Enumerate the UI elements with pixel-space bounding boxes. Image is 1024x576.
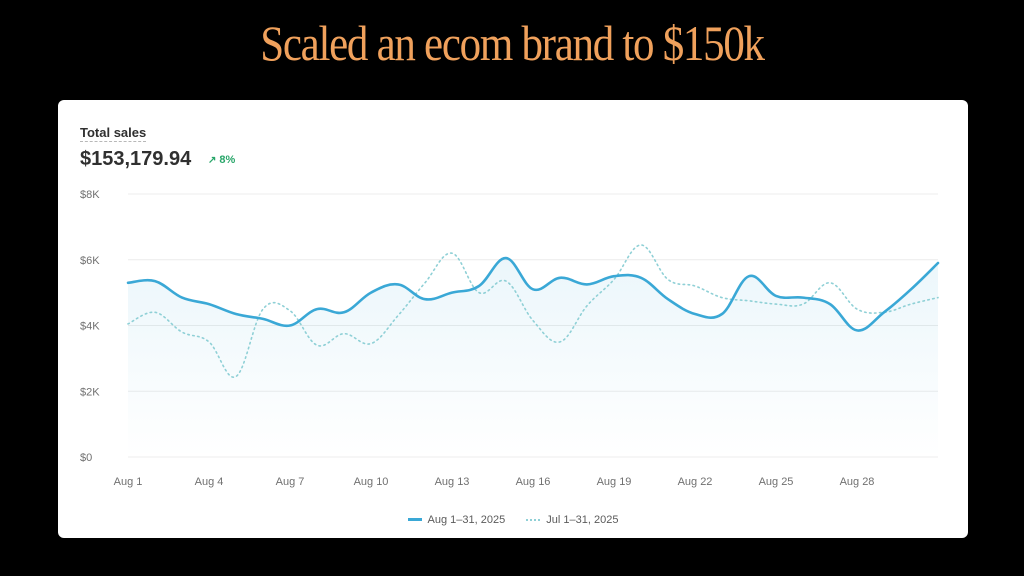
headline: Scaled an ecom brand to $150k [260,15,765,71]
metric-title[interactable]: Total sales [80,125,147,142]
arrow-up-right-icon: ↗ [208,155,217,166]
legend-item-previous[interactable]: Jul 1–31, 2025 [526,514,618,526]
series-area-current [128,258,938,457]
y-tick-label: $4K [80,321,100,333]
x-tick-label: Aug 4 [195,476,224,488]
x-tick-label: Aug 10 [354,476,389,488]
series-lines [126,244,940,457]
x-tick-label: Aug 19 [597,476,632,488]
legend-item-current[interactable]: Aug 1–31, 2025 [407,513,506,526]
x-tick-label: Aug 1 [114,476,143,488]
series-line-current[interactable] [126,256,940,332]
x-tick-label: Aug 28 [840,476,875,488]
y-tick-label: $8K [80,189,100,201]
chart-legend: Aug 1–31, 2025 Jul 1–31, 2025 [58,512,968,526]
x-tick-label: Aug 25 [759,476,794,488]
y-tick-label: $6K [80,255,100,267]
sales-card: Total sales $153,179.94 ↗ 8% $0 $2K $4K $6K $… [58,100,968,538]
y-tick-label: $0 [80,452,92,464]
x-axis-ticks: Aug 1 Aug 4 Aug 7 Aug 10 Aug 13 Aug 16 Aug 19 A… [114,476,875,488]
y-axis-ticks: $0 $2K $4K $6K $8K [80,189,100,464]
x-tick-label: Aug 13 [435,476,470,488]
legend-swatch-dotted [526,519,541,521]
delta-value: 8% [219,154,236,166]
metric-value: $153,179.94 [80,148,192,170]
x-tick-label: Aug 16 [516,476,551,488]
legend-label-previous: Jul 1–31, 2025 [546,514,619,526]
x-tick-label: Aug 22 [678,476,713,488]
series-line-previous[interactable] [127,244,939,378]
y-tick-label: $2K [80,386,100,398]
sales-line-chart[interactable]: $0$2K$4K$6K$8K Aug 1 Aug 4 Aug 7 Aug 10 Aug … [58,100,968,538]
delta-badge: ↗ 8% [208,154,235,166]
x-tick-label: Aug 7 [276,476,305,488]
legend-label-current: Aug 1–31, 2025 [427,513,506,526]
legend-swatch-solid [407,518,422,521]
